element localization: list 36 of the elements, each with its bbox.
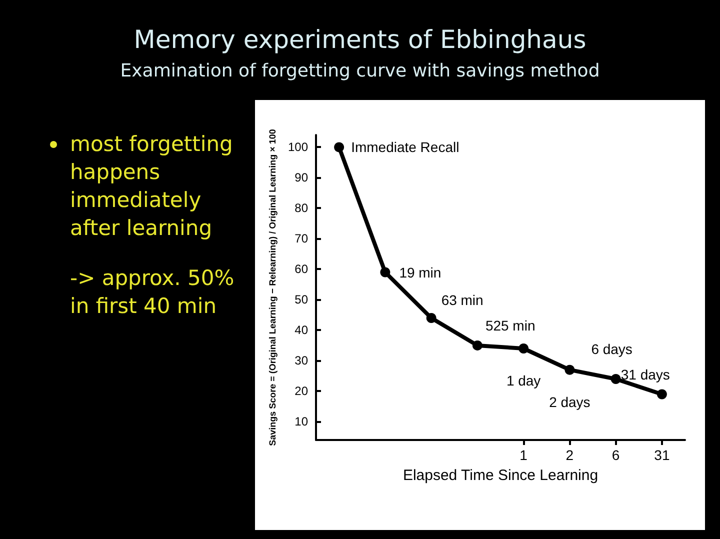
- y-tick-label: 10: [294, 414, 308, 429]
- point: [334, 142, 344, 152]
- annotation: 525 min: [485, 317, 536, 334]
- x-tick-label: 2: [566, 447, 574, 463]
- chart-title: Memory experiments of Ebbinghaus: [134, 25, 586, 54]
- point: [380, 267, 390, 278]
- annotation: 19 min: [399, 264, 442, 280]
- y-tick-label: 30: [294, 354, 308, 368]
- text: most forgetting happens immediately after learning: [70, 132, 233, 240]
- point: [656, 389, 667, 400]
- y-tick-label: 50: [294, 292, 308, 307]
- x-tick-label: 1: [520, 447, 528, 463]
- point: [518, 344, 529, 354]
- annotation: 63 min: [441, 292, 484, 308]
- point: [472, 340, 482, 350]
- annotation: Immediate Recall: [351, 139, 460, 156]
- x-axis-title: Elapsed Time Since Learning: [402, 467, 598, 484]
- y-tick-label: 100: [288, 140, 308, 154]
- y-axis-title: Savings Score = (Original Learning − Relearning) / Original Learning × 100: [268, 129, 278, 446]
- annotation: 1 day: [506, 372, 541, 388]
- y-tick-label: 20: [294, 384, 308, 398]
- chart-subtitle: Examination of forgetting curve with savings method: [120, 60, 600, 82]
- point: [610, 374, 621, 384]
- x-tick-label: 6: [612, 447, 620, 463]
- y-tick-label: 40: [294, 323, 308, 338]
- text: -> approx. 50% in first 40 min: [70, 266, 234, 318]
- annotation: 6 days: [591, 341, 632, 357]
- annotation: 31 days: [620, 366, 670, 382]
- y-tick-label: 80: [294, 201, 308, 216]
- annotation: 2 days: [549, 394, 590, 410]
- x-tick-label: 31: [654, 447, 670, 463]
- point: [564, 364, 575, 375]
- point: [426, 313, 436, 323]
- y-tick-label: 90: [294, 170, 308, 185]
- y-tick-label: 60: [294, 262, 308, 276]
- y-tick-label: 70: [294, 232, 308, 246]
